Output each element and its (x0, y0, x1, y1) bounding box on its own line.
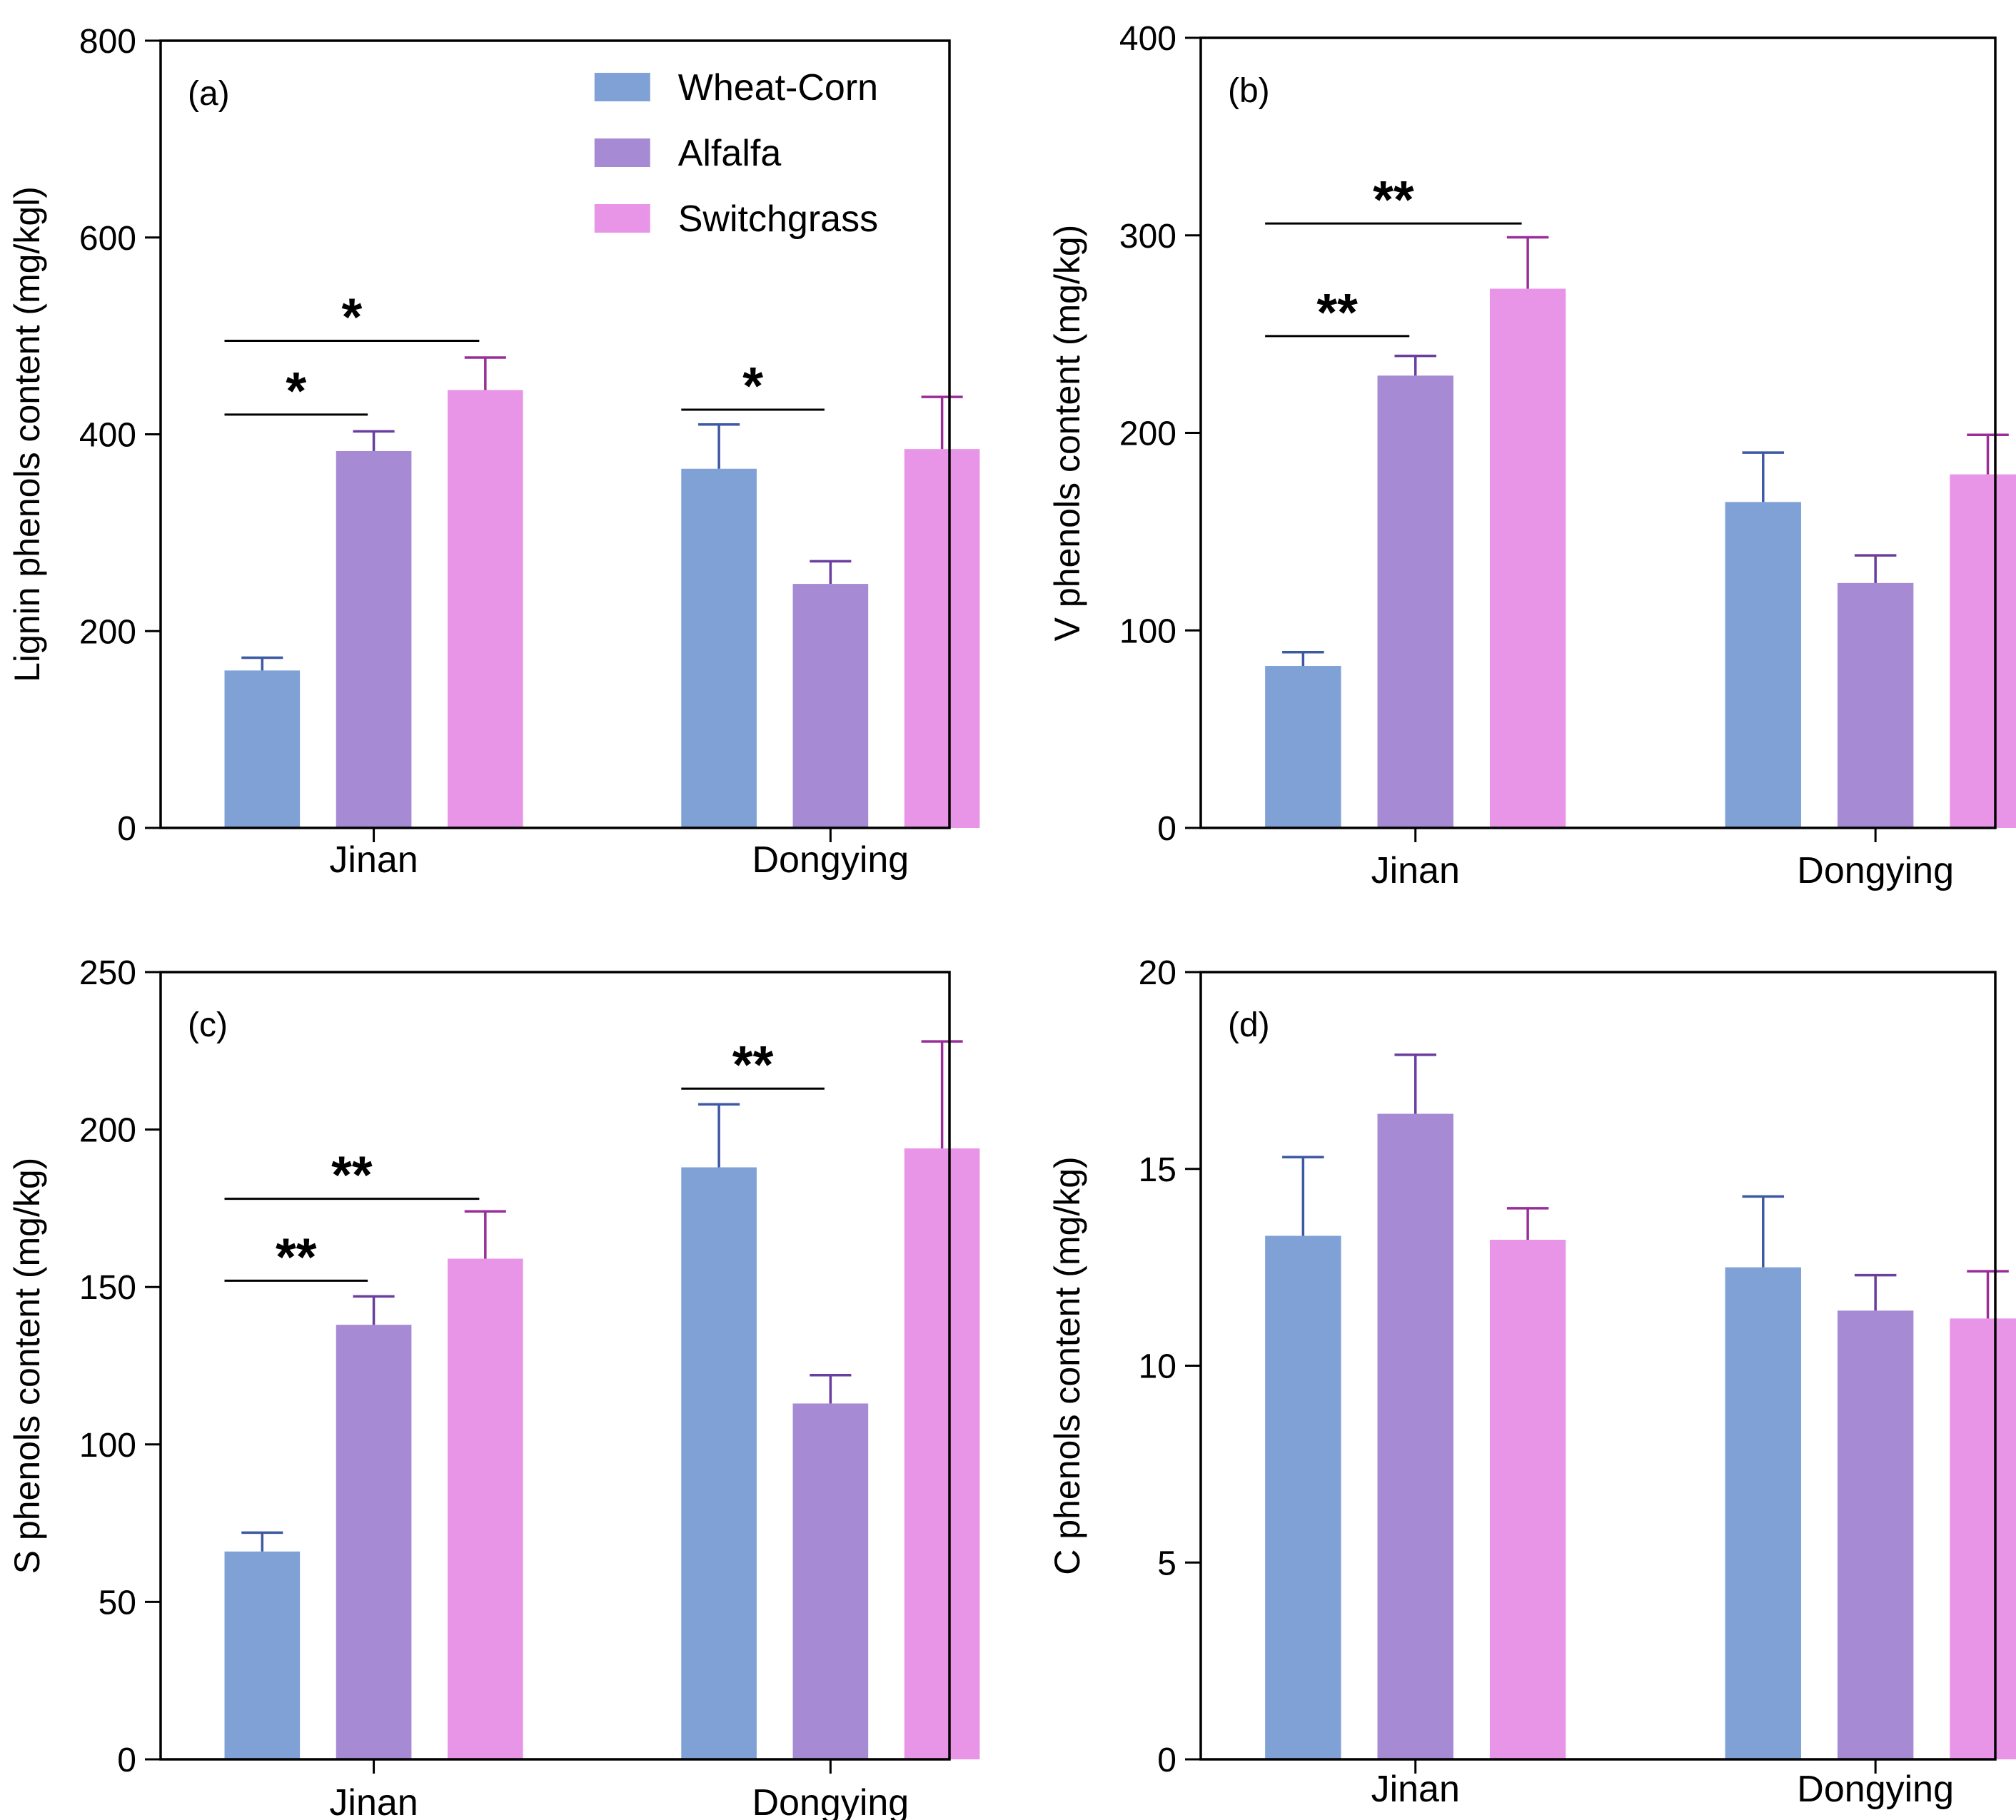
y-axis-title: S phenols content (mg/kg) (7, 1158, 47, 1574)
bar (681, 1167, 757, 1759)
bar (224, 670, 301, 828)
x-tick-label: Jinan (329, 1782, 418, 1820)
chart-panel-b: 0 100 200 300 400 V phenols content (mg/kg) (b… (1047, 20, 2016, 891)
x-tick-label: Dongying (1797, 1769, 1954, 1810)
significance-star: ** (1373, 170, 1414, 229)
x-tick-label: Dongying (752, 839, 909, 881)
y-tick-label: 20 (1139, 954, 1176, 992)
y-tick-label: 400 (79, 417, 136, 455)
bar (1837, 582, 1914, 828)
legend-label: Switchgrass (678, 198, 878, 240)
bar (1377, 375, 1453, 828)
legend-swatch (594, 204, 650, 233)
bar (1725, 1267, 1801, 1759)
plot-frame (159, 39, 951, 829)
legend-swatch (594, 138, 650, 167)
bar (904, 1148, 980, 1759)
chart-panel-c: 0 50 100 150 200 250 S phenols content (mg/kg)… (7, 954, 980, 1820)
y-tick-label: 15 (1139, 1151, 1176, 1189)
plot-frame (1199, 971, 1997, 1761)
bar (1377, 1113, 1453, 1759)
y-tick-label: 0 (1157, 810, 1176, 848)
bar (792, 1403, 869, 1759)
y-tick-label: 0 (1157, 1741, 1176, 1779)
bar (1837, 1310, 1914, 1759)
bar (1265, 666, 1341, 828)
chart-panel-d: 0 5 10 15 20 C phenols content (mg/kg) (d) Jina… (1047, 954, 2016, 1810)
bar (447, 1258, 523, 1759)
bar (1725, 502, 1801, 828)
legend-label: Wheat-Corn (678, 67, 878, 108)
chart-panel-a: 0 200 400 600 800 Lignin phenols content (mg/… (7, 23, 980, 881)
significance-star: ** (276, 1227, 317, 1286)
significance-star: * (286, 361, 306, 420)
bar (1489, 1240, 1566, 1759)
significance-star: * (742, 356, 763, 415)
y-tick-label: 200 (79, 613, 136, 651)
y-tick-label: 10 (1139, 1348, 1176, 1386)
x-tick-label: Dongying (1797, 850, 1954, 891)
significance-star: * (342, 288, 363, 347)
plot-frame (159, 971, 951, 1761)
bar (1950, 474, 2016, 828)
y-tick-label: 200 (1119, 415, 1176, 453)
bar (681, 468, 757, 828)
legend-swatch (594, 73, 650, 101)
x-tick-label: Dongying (752, 1782, 909, 1820)
y-tick-label: 100 (79, 1427, 136, 1465)
significance-star: ** (1316, 283, 1358, 342)
bar (1489, 288, 1566, 828)
panel-label: (b) (1228, 72, 1270, 110)
y-tick-label: 5 (1157, 1545, 1176, 1582)
legend-label: Alfalfa (678, 133, 782, 174)
bar (1265, 1235, 1341, 1759)
y-tick-label: 600 (79, 220, 136, 258)
significance-star: ** (732, 1035, 774, 1094)
y-tick-label: 400 (1119, 20, 1176, 58)
bar (792, 584, 869, 828)
y-tick-label: 800 (79, 23, 136, 61)
bar (1950, 1318, 2016, 1759)
bar (336, 1325, 412, 1759)
y-axis-title: C phenols content (mg/kg) (1047, 1156, 1087, 1574)
bar (336, 450, 412, 828)
plot-frame (1199, 36, 1997, 829)
y-axis-title: Lignin phenols content (mg/kgl) (7, 186, 47, 682)
y-tick-label: 50 (99, 1584, 136, 1622)
x-tick-label: Jinan (1371, 850, 1460, 891)
x-tick-label: Jinan (329, 839, 418, 881)
y-tick-label: 100 (1119, 612, 1176, 650)
y-tick-label: 0 (117, 810, 136, 848)
x-tick-label: Jinan (1371, 1769, 1460, 1810)
panel-label: (d) (1228, 1006, 1270, 1044)
y-tick-label: 250 (79, 954, 136, 992)
panel-label: (a) (188, 75, 230, 113)
y-tick-label: 300 (1119, 218, 1176, 256)
bar (447, 390, 523, 828)
significance-star: ** (331, 1146, 373, 1205)
y-tick-label: 150 (79, 1269, 136, 1307)
y-tick-label: 200 (79, 1112, 136, 1150)
y-axis-title: V phenols content (mg/kg) (1047, 225, 1087, 642)
bar (904, 449, 980, 828)
bar (224, 1551, 301, 1759)
panel-label: (c) (188, 1006, 228, 1044)
y-tick-label: 0 (117, 1741, 136, 1779)
